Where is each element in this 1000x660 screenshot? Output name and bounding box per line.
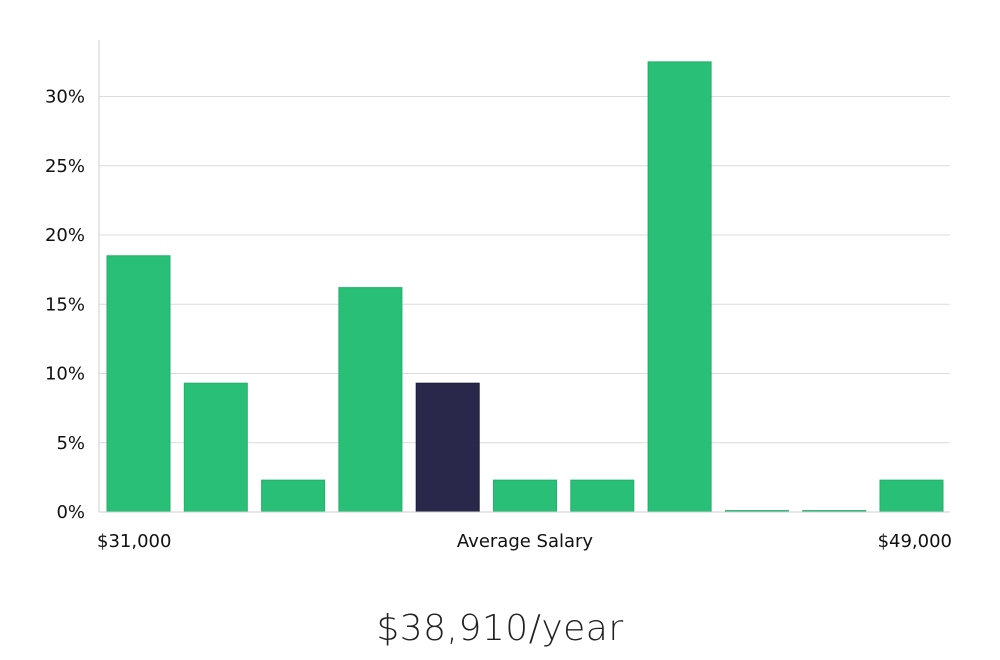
bar [183,382,248,513]
y-tick-label: 30% [45,87,85,108]
bar-average-highlight [415,382,480,513]
grid-layer [99,96,950,444]
bar [106,255,171,513]
bars-layer [106,61,944,513]
x-label-max: $49,000 [878,531,952,552]
y-tick-label: 5% [56,433,85,454]
y-tick-labels: 0% 5% 10% 15% 20% 25% 30% [45,87,85,524]
y-tick-label: 0% [56,502,85,523]
salary-histogram-chart: 0% 5% 10% 15% 20% 25% 30% $31,000 Average Sala… [45,40,952,552]
x-label-average: Average Salary [457,531,594,552]
y-tick-label: 10% [45,364,85,385]
bar [493,479,557,513]
bar [338,287,403,513]
bar [879,479,944,513]
bar [261,479,326,513]
y-tick-label: 20% [45,225,85,246]
y-tick-label: 25% [45,156,85,177]
bar [647,61,712,513]
y-tick-label: 15% [45,294,85,315]
x-label-min: $31,000 [97,531,171,552]
average-salary-value: $38,910/year [376,608,624,649]
bar [570,479,635,513]
